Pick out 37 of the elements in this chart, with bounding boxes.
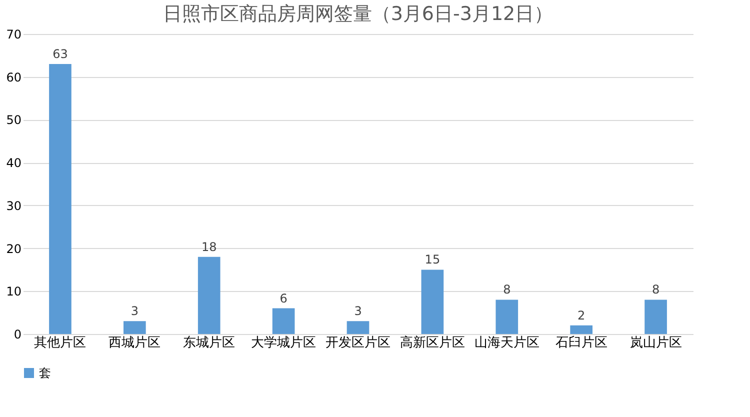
x-tick-label: 西城片区 — [108, 336, 161, 350]
bar — [644, 300, 667, 334]
y-tick-label: 40 — [6, 156, 22, 170]
bar — [570, 325, 592, 334]
legend-label: 套 — [39, 366, 51, 380]
y-tick-label: 30 — [6, 198, 22, 213]
x-tick-label: 高新区片区 — [400, 334, 465, 350]
x-tick-label: 大学城片区 — [251, 336, 316, 350]
bar — [346, 321, 370, 334]
data-label: 6 — [280, 291, 288, 306]
data-label: 63 — [52, 47, 68, 61]
chart-title: 日照市区商品房周网签量（3月6日-3月12日） — [162, 3, 554, 25]
x-tick-label: 其他片区 — [34, 336, 86, 350]
bar — [124, 321, 146, 334]
data-label: 8 — [503, 282, 511, 297]
y-tick-label: 10 — [6, 284, 22, 299]
x-tick-label: 石臼片区 — [555, 336, 608, 350]
data-label: 15 — [424, 252, 440, 267]
data-label: 3 — [130, 304, 138, 318]
y-tick-label: 60 — [6, 70, 22, 84]
y-tick-label: 0 — [14, 328, 22, 342]
y-tick-label: 50 — [6, 113, 22, 128]
data-label: 18 — [201, 240, 217, 254]
data-label: 3 — [354, 304, 362, 318]
x-tick-label: 岚山片区 — [630, 336, 682, 350]
x-tick-label: 开发区片区 — [326, 336, 390, 350]
bar — [421, 270, 444, 334]
bar — [272, 308, 295, 334]
data-label: 8 — [652, 282, 660, 297]
x-tick-label: 山海天片区 — [474, 336, 540, 350]
x-tick-label: 东城片区 — [183, 336, 236, 350]
bar — [49, 64, 72, 334]
y-tick-label: 70 — [6, 28, 22, 42]
bar — [198, 256, 220, 334]
y-tick-label: 20 — [6, 242, 22, 256]
data-label: 2 — [578, 308, 586, 322]
bar — [496, 300, 518, 334]
